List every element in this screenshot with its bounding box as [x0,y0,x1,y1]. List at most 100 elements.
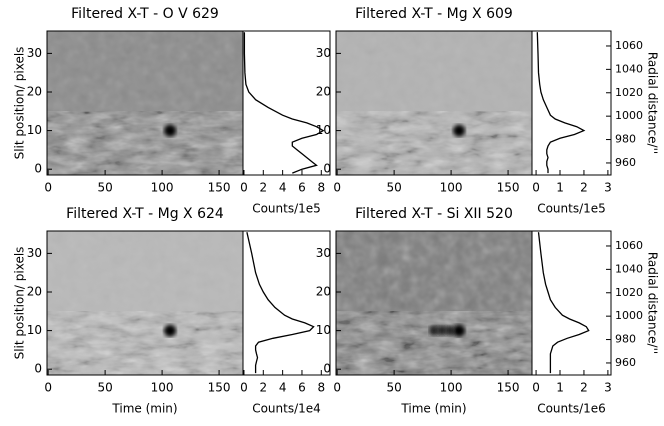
x-tick-label: 3 [604,181,612,195]
x-tick-label: 100 [151,181,174,195]
x-tick-label: 0 [240,381,248,395]
profile-frame [531,230,612,376]
x-tick-label: 0 [532,181,540,195]
x-tick-label: 0 [532,381,540,395]
x-tick-label: 6 [298,381,306,395]
y2-tick-label: 1040 [615,62,643,75]
y-tick-label: 20 [27,84,42,98]
image-dark-spot [164,124,177,137]
y-tick-label: 10 [27,323,42,337]
y2-tick-label: 1060 [615,239,643,252]
panel-title: Filtered X-T - Mg X 624 [66,206,224,222]
x-tick-label: 1 [556,381,564,395]
x-tick-label: 4 [279,181,287,195]
panel-title: Filtered X-T - O V 629 [71,6,219,22]
image-dark-spot [453,124,466,137]
y2-tick-label: 980 [615,133,636,146]
profile-frame [531,30,612,176]
y-tick-label: 10 [316,123,331,137]
x-tick-label: 150 [208,181,231,195]
y2-axis-label: Radial distance/'' [646,252,660,354]
x-tick-label: 100 [151,381,174,395]
y-axis-label: Slit position/ pixels [13,247,27,360]
y2-tick-label: 960 [615,356,636,369]
x-tick-label: 50 [386,381,401,395]
y2-tick-label: 980 [615,333,636,346]
x-tick-label: 2 [580,381,588,395]
xt-image [336,31,532,175]
y2-tick-label: 1040 [615,262,643,275]
x-axis-label: Counts/1e4 [252,402,321,416]
x-axis-label: Counts/1e5 [537,202,606,216]
x-tick-label: 0 [44,181,52,195]
y-tick-label: 20 [27,284,42,298]
x-tick-label: 2 [580,181,588,195]
x-tick-label: 6 [298,181,306,195]
y-tick-label: 20 [316,84,331,98]
y-tick-label: 0 [323,362,331,376]
y-tick-label: 0 [34,162,42,176]
y-tick-label: 10 [27,123,42,137]
x-tick-label: 0 [333,381,341,395]
y2-tick-label: 1020 [615,286,643,299]
y-tick-label: 30 [316,46,331,60]
y2-tick-label: 1000 [615,109,643,122]
image-band [47,311,243,375]
y-tick-label: 0 [323,162,331,176]
image-dark-spot [429,325,439,336]
x-tick-label: 4 [279,381,287,395]
image-dark-spot [444,325,455,336]
profile-frame [242,230,331,376]
x-tick-label: 0 [333,181,341,195]
y-tick-label: 0 [34,362,42,376]
y-axis-label: Slit position/ pixels [13,47,27,160]
y2-tick-label: 1060 [615,39,643,52]
x-tick-label: 50 [386,181,401,195]
image-band [336,111,532,175]
image-dark-spot [453,324,466,337]
x-axis-label: Time (min) [111,402,177,416]
x-tick-label: 3 [604,381,612,395]
xt-image [47,231,243,375]
x-tick-label: 150 [208,381,231,395]
x-axis-label: Counts/1e5 [252,202,321,216]
x-axis-label: Counts/1e6 [537,402,606,416]
y-tick-label: 30 [27,46,42,60]
x-tick-label: 50 [97,381,112,395]
image-band [47,111,243,175]
profile-line [536,32,586,174]
y2-axis-label: Radial distance/'' [646,52,660,154]
x-tick-label: 100 [440,381,463,395]
x-axis-label: Time (min) [400,402,466,416]
x-tick-label: 50 [97,181,112,195]
x-tick-label: 2 [259,381,267,395]
x-tick-label: 8 [317,381,325,395]
profile-frame [242,30,331,176]
image-dark-spot [164,324,177,337]
y-tick-label: 30 [27,246,42,260]
panel-title: Filtered X-T - Mg X 609 [355,6,513,22]
y-tick-label: 20 [316,284,331,298]
xt-image [336,231,532,375]
image-band [336,311,532,375]
panel-title: Filtered X-T - Si XII 520 [355,206,513,222]
x-tick-label: 0 [44,381,52,395]
y-tick-label: 10 [316,323,331,337]
y2-tick-label: 1000 [615,309,643,322]
x-tick-label: 100 [440,181,463,195]
y2-tick-label: 1020 [615,86,643,99]
x-tick-label: 150 [497,381,520,395]
image-dark-spot [436,325,447,336]
x-tick-label: 0 [240,181,248,195]
y-tick-label: 30 [316,246,331,260]
x-tick-label: 1 [556,181,564,195]
x-tick-label: 150 [497,181,520,195]
x-tick-label: 2 [259,181,267,195]
profile-line [537,232,590,374]
xt-image [47,31,243,175]
y2-tick-label: 960 [615,156,636,169]
profile-line [246,232,315,374]
x-tick-label: 8 [317,181,325,195]
profile-line [243,32,325,174]
